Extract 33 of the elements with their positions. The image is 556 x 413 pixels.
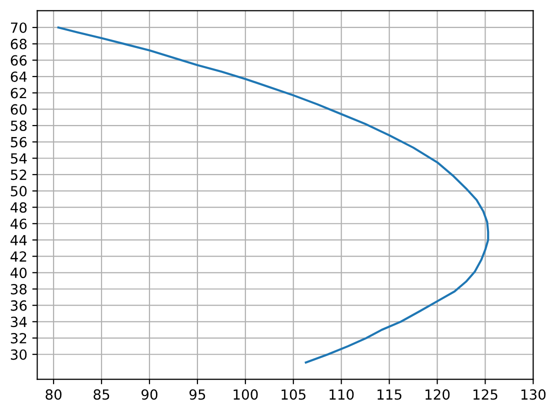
x-tick-label: 125 [474,389,498,400]
y-tick-label: 34 [10,316,27,328]
y-tick-label: 50 [10,186,27,196]
line-series [57,26,490,364]
y-tick-label: 64 [10,71,27,82]
y-tick-label: 38 [10,284,27,294]
y-tick-label: 56 [10,136,27,148]
x-tick-label: 120 [426,389,450,400]
y-tick-label: 32 [10,333,26,344]
y-tick-label: 58 [10,120,27,132]
y-tick-label: 30 [10,349,27,360]
y-tick-label: 54 [10,153,27,164]
x-tick-label: 80 [46,389,62,400]
x-tick-label: 130 [521,389,546,400]
y-tick-label: 66 [10,55,27,66]
x-tick-label: 110 [330,389,354,400]
y-tick-label: 48 [10,202,27,213]
y-tick-label: 60 [10,104,27,115]
x-tick-label: 90 [142,389,158,400]
y-tick-label: 42 [10,251,26,262]
y-tick-label: 62 [10,88,26,98]
y-tick-label: 36 [10,300,27,311]
y-tick-label: 52 [10,170,26,180]
x-tick-label: 105 [282,389,306,400]
x-tick-label: 115 [378,389,402,400]
y-tick-label: 46 [10,218,27,230]
y-tick-label: 68 [10,38,27,50]
y-tick-label: 44 [10,235,27,246]
x-tick-label: 95 [189,389,206,400]
y-tick-label: 70 [10,22,27,33]
x-tick-label: 100 [234,389,258,400]
y-tick-label: 40 [10,268,27,278]
x-tick-label: 85 [94,389,110,400]
